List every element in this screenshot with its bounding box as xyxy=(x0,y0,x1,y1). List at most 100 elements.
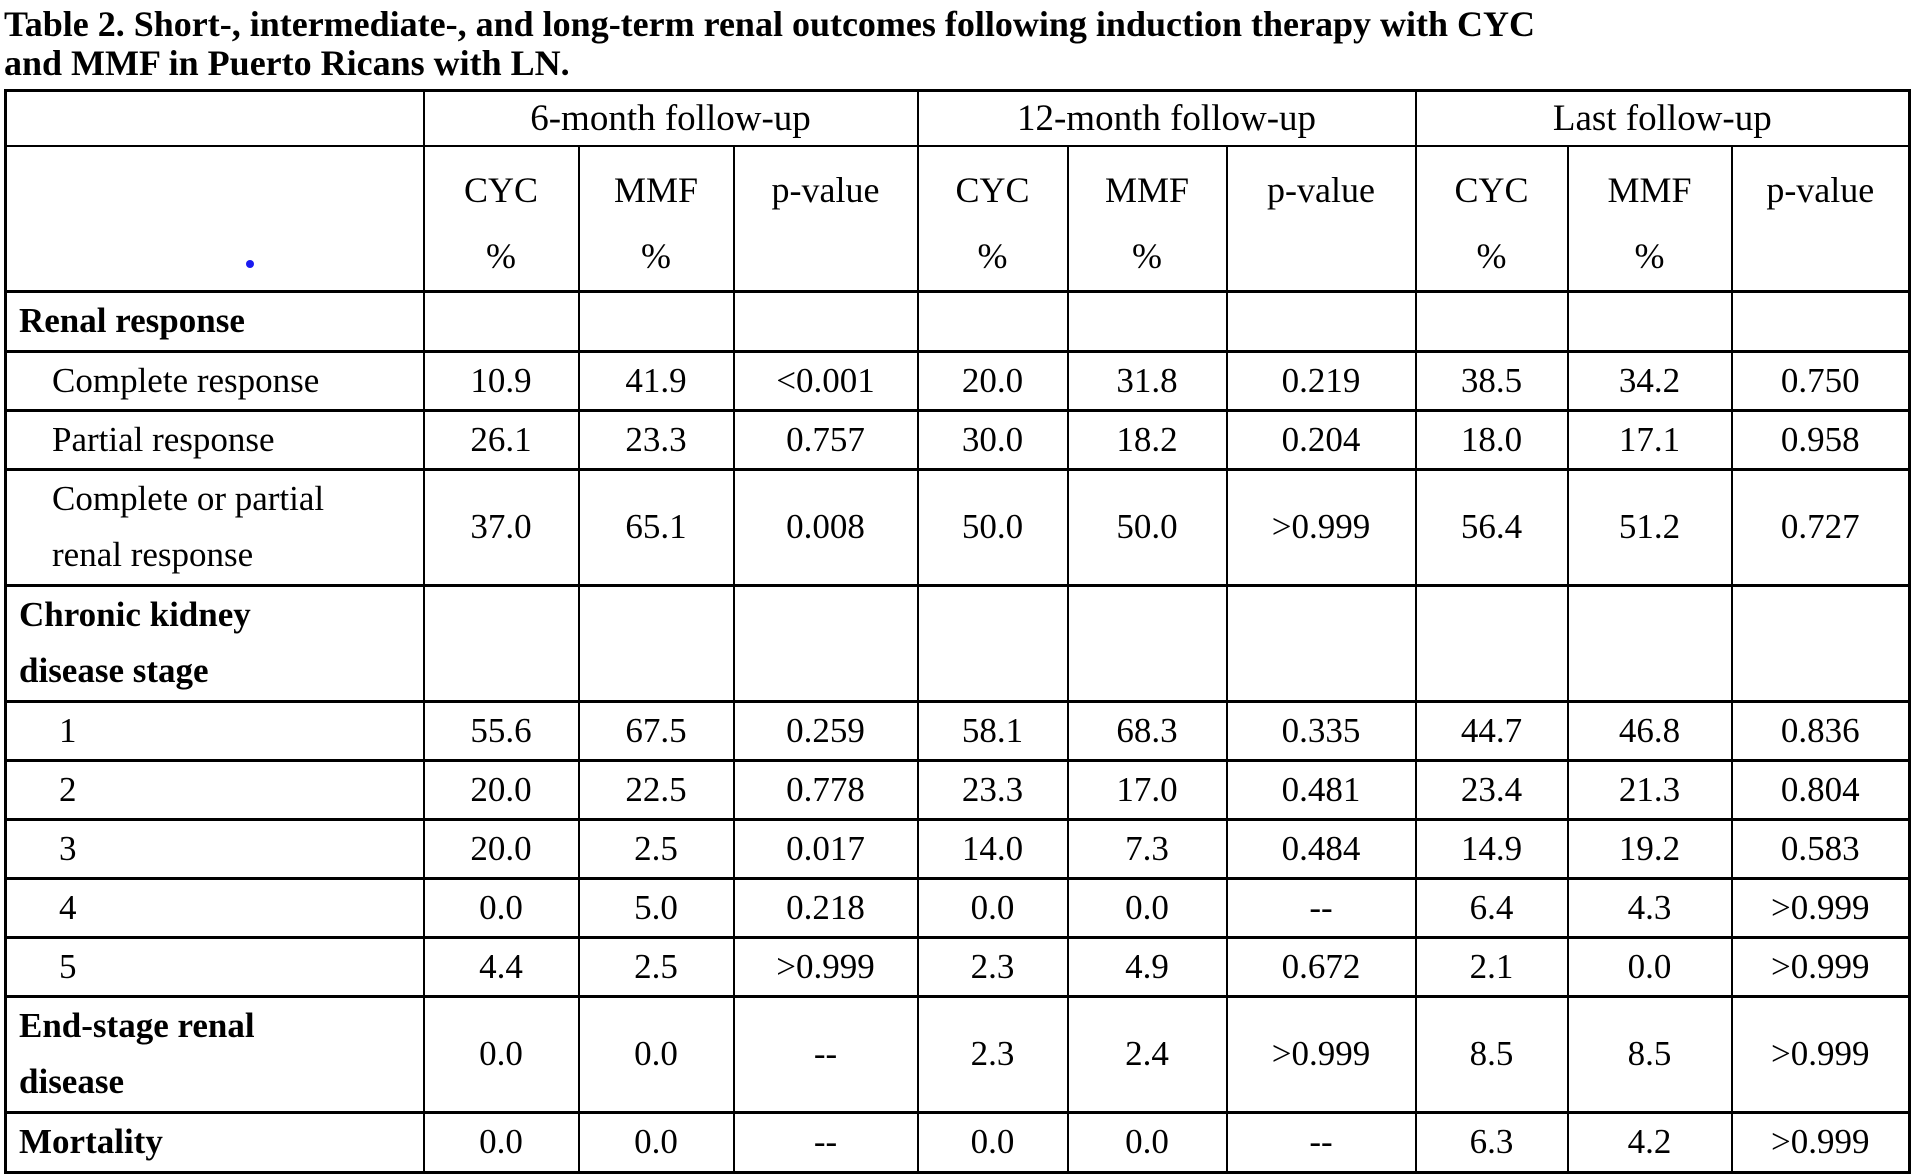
value-cell: 0.672 xyxy=(1225,935,1417,998)
value-cell: 23.3 xyxy=(577,408,735,471)
value-cell: 0.335 xyxy=(1225,699,1417,762)
value-cell: 0.0 xyxy=(422,1110,580,1174)
value-cell xyxy=(1566,583,1733,703)
value-cell: 0.778 xyxy=(732,758,919,821)
value-cell: 7.3 xyxy=(1066,817,1228,880)
stray-blue-dot-artifact xyxy=(246,260,254,268)
value-cell: 0.750 xyxy=(1730,349,1911,412)
value-cell: 0.0 xyxy=(422,994,580,1114)
value-cell: 2.4 xyxy=(1066,994,1228,1114)
row-label: 2 xyxy=(4,758,425,821)
table-row: 2 20.0 22.5 0.778 23.3 17.0 0.481 23.4 21.3 0.804 xyxy=(4,758,1911,821)
value-cell: >0.999 xyxy=(1730,994,1911,1114)
value-cell xyxy=(1066,583,1228,703)
value-cell xyxy=(1414,289,1569,353)
row-label: Complete response xyxy=(4,349,425,412)
value-cell: >0.999 xyxy=(1225,994,1417,1114)
value-cell: 19.2 xyxy=(1566,817,1733,880)
value-cell: 0.836 xyxy=(1730,699,1911,762)
column-header-mmf: MMF % xyxy=(1066,144,1228,293)
value-cell: 23.4 xyxy=(1414,758,1569,821)
column-header-cyc: CYC % xyxy=(422,144,580,293)
value-cell: >0.999 xyxy=(732,935,919,998)
value-cell: 20.0 xyxy=(422,758,580,821)
table-row: Chronic kidney disease stage xyxy=(4,583,1911,703)
outcomes-table: 6-month follow-up 12-month follow-up Las… xyxy=(4,89,1912,1174)
empty-corner-cell xyxy=(4,89,425,147)
value-cell: 0.757 xyxy=(732,408,919,471)
value-cell: 55.6 xyxy=(422,699,580,762)
value-cell xyxy=(1414,583,1569,703)
value-cell: 38.5 xyxy=(1414,349,1569,412)
value-cell: 0.0 xyxy=(1566,935,1733,998)
table-row: 4 0.0 5.0 0.218 0.0 0.0 -- 6.4 4.3 >0.999 xyxy=(4,876,1911,939)
value-cell xyxy=(916,289,1069,353)
value-cell: 68.3 xyxy=(1066,699,1228,762)
group-header-6-month: 6-month follow-up xyxy=(422,89,919,147)
row-label: Mortality xyxy=(4,1110,425,1174)
value-cell xyxy=(1225,583,1417,703)
value-cell: 0.0 xyxy=(916,876,1069,939)
value-cell: -- xyxy=(1225,876,1417,939)
value-cell: 41.9 xyxy=(577,349,735,412)
value-cell: 18.0 xyxy=(1414,408,1569,471)
value-cell: 2.5 xyxy=(577,935,735,998)
column-header-mmf: MMF % xyxy=(577,144,735,293)
column-header-pvalue: p-value xyxy=(1730,144,1911,293)
value-cell: 8.5 xyxy=(1414,994,1569,1114)
value-cell: 0.804 xyxy=(1730,758,1911,821)
table-row: Complete or partial renal response 37.0 65… xyxy=(4,467,1911,587)
row-label: 5 xyxy=(4,935,425,998)
value-cell: 2.3 xyxy=(916,994,1069,1114)
value-cell: 0.481 xyxy=(1225,758,1417,821)
value-cell: 0.727 xyxy=(1730,467,1911,587)
value-cell: -- xyxy=(732,994,919,1114)
value-cell: 37.0 xyxy=(422,467,580,587)
value-cell: <0.001 xyxy=(732,349,919,412)
value-cell: 0.0 xyxy=(1066,876,1228,939)
row-label: End-stage renal disease xyxy=(4,994,425,1114)
value-cell: 0.958 xyxy=(1730,408,1911,471)
value-cell: 0.583 xyxy=(1730,817,1911,880)
value-cell: 0.259 xyxy=(732,699,919,762)
table-row: 5 4.4 2.5 >0.999 2.3 4.9 0.672 2.1 0.0 >0.999 xyxy=(4,935,1911,998)
value-cell: 6.3 xyxy=(1414,1110,1569,1174)
value-cell: 4.3 xyxy=(1566,876,1733,939)
value-cell: 6.4 xyxy=(1414,876,1569,939)
value-cell: 30.0 xyxy=(916,408,1069,471)
value-cell: 44.7 xyxy=(1414,699,1569,762)
value-cell: 58.1 xyxy=(916,699,1069,762)
table-title: Table 2. Short-, intermediate-, and long… xyxy=(0,0,1913,82)
row-label: Renal response xyxy=(4,289,425,353)
row-label: 1 xyxy=(4,699,425,762)
value-cell: 10.9 xyxy=(422,349,580,412)
row-label: 3 xyxy=(4,817,425,880)
row-label: Partial response xyxy=(4,408,425,471)
value-cell: 21.3 xyxy=(1566,758,1733,821)
value-cell xyxy=(1225,289,1417,353)
value-cell xyxy=(1730,289,1911,353)
table-row: 3 20.0 2.5 0.017 14.0 7.3 0.484 14.9 19.2 0.583 xyxy=(4,817,1911,880)
table-body: Renal response Complete response 10.9 41.9 <… xyxy=(4,289,1911,1174)
value-cell xyxy=(1066,289,1228,353)
table-row: Renal response xyxy=(4,289,1911,353)
column-header-mmf: MMF % xyxy=(1566,144,1733,293)
column-header-cyc: CYC % xyxy=(916,144,1069,293)
value-cell: >0.999 xyxy=(1730,1110,1911,1174)
value-cell: 0.218 xyxy=(732,876,919,939)
value-cell: 0.204 xyxy=(1225,408,1417,471)
value-cell: 34.2 xyxy=(1566,349,1733,412)
value-cell: 2.1 xyxy=(1414,935,1569,998)
value-cell: >0.999 xyxy=(1730,935,1911,998)
value-cell: 14.9 xyxy=(1414,817,1569,880)
value-cell: 26.1 xyxy=(422,408,580,471)
table-row: Partial response 26.1 23.3 0.757 30.0 18.2 0.2… xyxy=(4,408,1911,471)
value-cell: 0.0 xyxy=(916,1110,1069,1174)
value-cell: 8.5 xyxy=(1566,994,1733,1114)
value-cell: 4.4 xyxy=(422,935,580,998)
value-cell: 56.4 xyxy=(1414,467,1569,587)
table-row: End-stage renal disease 0.0 0.0 -- 2.3 2.4 >0.… xyxy=(4,994,1911,1114)
value-cell: 67.5 xyxy=(577,699,735,762)
group-header-last: Last follow-up xyxy=(1414,89,1911,147)
value-cell xyxy=(422,289,580,353)
